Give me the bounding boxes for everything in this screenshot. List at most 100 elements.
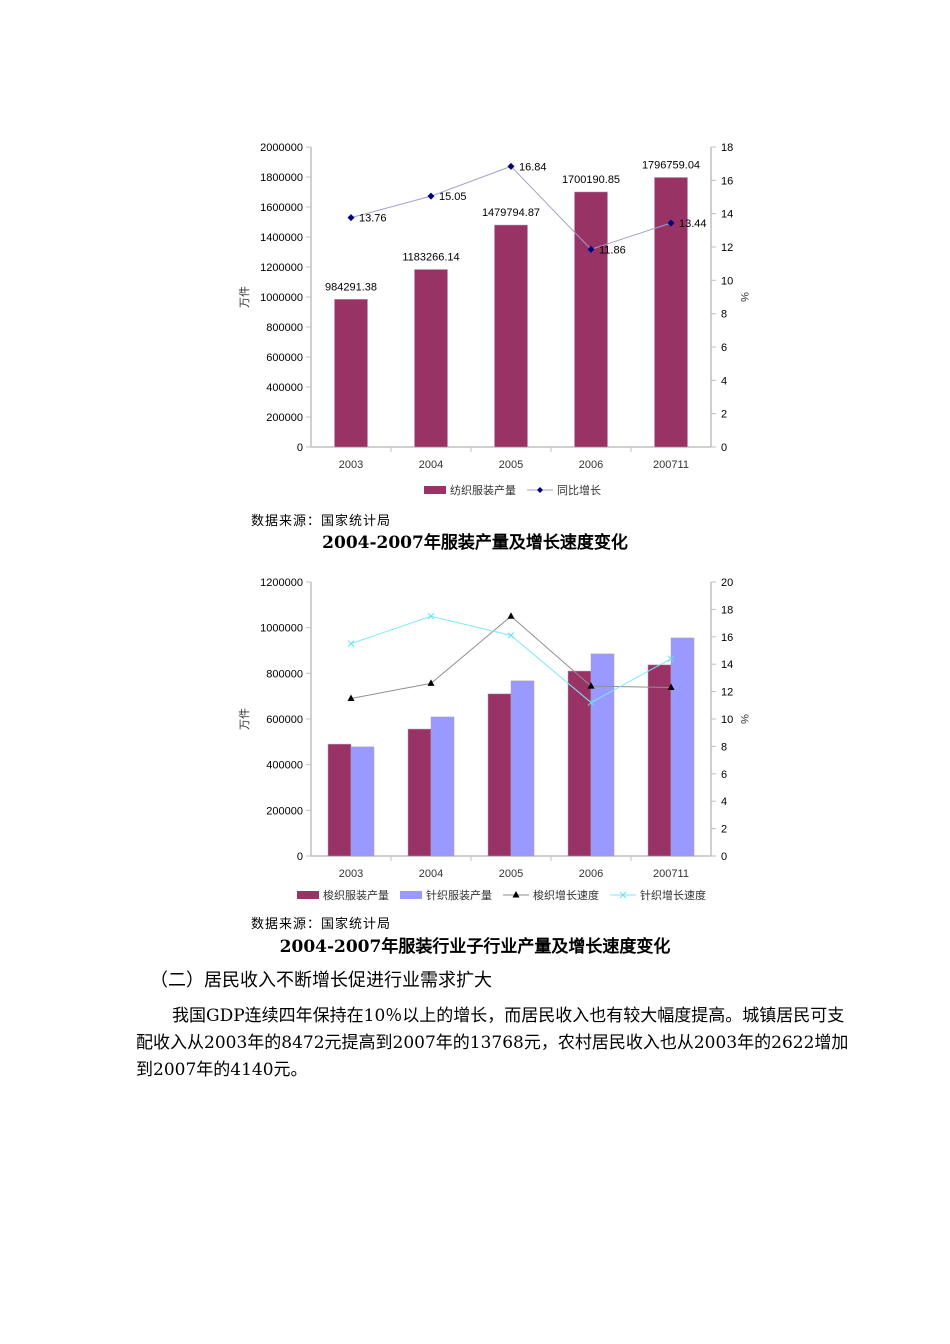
bar	[510, 680, 535, 857]
right-tick-label: 4	[721, 796, 727, 808]
right-axis-title: %	[738, 292, 750, 302]
section-heading: （二）居民收入不断增长促进行业需求扩大	[150, 970, 492, 991]
line-data-label: 13.44	[679, 218, 707, 230]
left-tick-label: 1000000	[260, 292, 303, 304]
category-label: 2005	[499, 459, 523, 471]
left-axis-title: 万件	[238, 708, 251, 730]
right-tick-label: 0	[721, 442, 727, 454]
bar-data-label: 1796759.04	[642, 159, 700, 171]
category-label: 2003	[339, 868, 363, 880]
right-tick-label: 14	[721, 659, 733, 671]
triangle-marker-icon	[667, 683, 675, 690]
left-tick-label: 1200000	[260, 577, 303, 589]
right-tick-label: 0	[721, 851, 727, 863]
triangle-marker-icon	[587, 682, 595, 689]
production-growth-chart: 0 200000 400000 600000 800000 1000000 1200000 1…	[238, 142, 750, 497]
legend-swatch	[297, 891, 319, 899]
bar	[407, 728, 432, 857]
left-tick-label: 200000	[266, 805, 303, 817]
category-label: 200711	[653, 868, 689, 880]
line-data-label: 13.76	[359, 213, 387, 225]
legend-label: 梭织服装产量	[323, 888, 389, 902]
body-paragraph: 我国GDP连续四年保持在10％以上的增长，而居民收入也有较大幅度提高。城镇居民可…	[136, 1006, 849, 1080]
right-tick-label: 4	[721, 375, 727, 387]
category-label: 2004	[419, 868, 443, 880]
right-tick-label: 2	[721, 409, 727, 421]
bar	[487, 693, 512, 857]
triangle-marker-icon	[512, 891, 520, 898]
line-data-label: 11.86	[599, 244, 626, 256]
subsector-production-growth-chart: 0 200000 400000 600000 800000 1000000 1200000 0…	[238, 577, 750, 902]
legend-swatch	[400, 891, 422, 899]
left-tick-label: 2000000	[260, 142, 303, 154]
bar	[574, 191, 608, 448]
left-tick-label: 800000	[266, 668, 303, 680]
right-tick-label: 2	[721, 824, 727, 836]
legend-label: 针织增长速度	[640, 888, 706, 902]
left-tick-label: 600000	[266, 352, 303, 364]
right-tick-label: 18	[721, 142, 733, 154]
legend-label: 同比增长	[557, 483, 601, 497]
right-tick-label: 6	[721, 769, 727, 781]
left-tick-label: 1600000	[260, 202, 303, 214]
diamond-marker-icon	[587, 245, 595, 253]
x-marker-icon	[347, 640, 355, 648]
left-tick-label: 400000	[266, 382, 303, 394]
x-marker-icon	[507, 632, 515, 639]
triangle-marker-icon	[427, 679, 435, 686]
bar	[494, 224, 528, 448]
left-tick-label: 0	[297, 442, 303, 454]
left-tick-label: 800000	[266, 322, 303, 334]
right-tick-label: 16	[721, 632, 733, 644]
category-label: 2004	[419, 459, 443, 471]
chart1-caption: 2004-2007年服装产量及增长速度变化	[322, 533, 628, 553]
bar-data-label: 1479794.87	[482, 207, 540, 219]
bar	[590, 653, 615, 857]
bar-data-label: 1700190.85	[562, 174, 620, 186]
category-label: 2006	[579, 459, 603, 471]
right-tick-label: 6	[721, 342, 727, 354]
right-tick-label: 8	[721, 309, 727, 321]
bar	[567, 670, 592, 857]
chart2-caption: 2004-2007年服装行业子行业产量及增长速度变化	[279, 937, 671, 957]
right-tick-label: 10	[721, 714, 733, 726]
bar	[327, 743, 352, 857]
diamond-marker-icon	[347, 214, 355, 222]
bar-data-label: 984291.38	[325, 281, 377, 293]
right-tick-label: 8	[721, 741, 727, 753]
x-marker-icon	[619, 891, 627, 899]
triangle-marker-icon	[507, 612, 515, 619]
category-label: 200711	[653, 459, 689, 471]
left-tick-label: 1000000	[260, 623, 303, 635]
legend-label: 纺织服装产量	[450, 483, 516, 497]
right-tick-label: 16	[721, 175, 733, 187]
bar	[334, 299, 368, 448]
diamond-marker-icon	[507, 162, 515, 170]
x-marker-icon	[587, 699, 595, 706]
line-data-label: 16.84	[519, 161, 547, 173]
chart1-data-source: 数据来源：国家统计局	[251, 514, 392, 529]
diamond-marker-icon	[427, 192, 435, 200]
bar	[670, 637, 695, 857]
left-tick-label: 0	[297, 851, 303, 863]
right-tick-label: 10	[721, 275, 733, 287]
x-marker-icon	[667, 655, 675, 663]
bar	[414, 269, 448, 448]
legend-label: 针织服装产量	[426, 888, 492, 902]
line-data-label: 15.05	[439, 191, 467, 203]
right-tick-label: 18	[721, 604, 733, 616]
right-tick-label: 12	[721, 687, 733, 699]
right-tick-label: 12	[721, 242, 733, 254]
legend-swatch	[424, 486, 446, 494]
bar	[430, 716, 455, 857]
left-tick-label: 400000	[266, 760, 303, 772]
left-tick-label: 1400000	[260, 232, 303, 244]
category-label: 2005	[499, 868, 523, 880]
bar-data-label: 1183266.14	[402, 252, 459, 264]
right-axis-title: %	[738, 714, 750, 724]
x-marker-icon	[427, 612, 435, 620]
chart2-data-source: 数据来源：国家统计局	[251, 917, 392, 932]
diamond-marker-icon	[537, 487, 543, 493]
left-tick-label: 600000	[266, 714, 303, 726]
left-axis-title: 万件	[238, 286, 251, 308]
